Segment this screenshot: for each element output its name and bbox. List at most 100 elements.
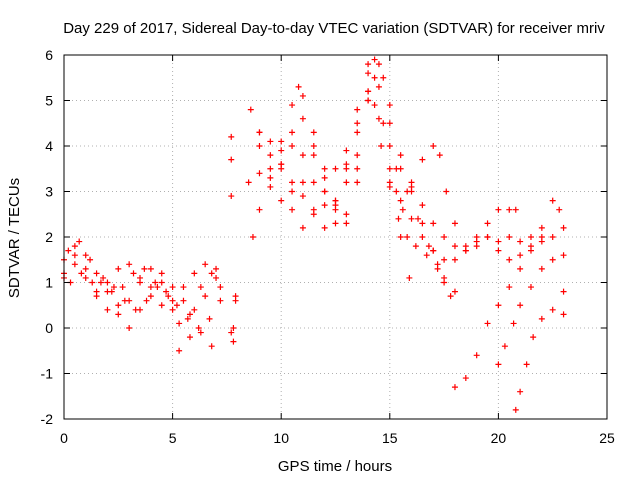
data-point <box>560 311 567 318</box>
data-point <box>249 234 256 240</box>
data-point <box>506 256 513 263</box>
data-point <box>343 179 350 186</box>
data-point <box>158 270 165 277</box>
axis-ticks <box>63 54 608 420</box>
data-point <box>78 270 85 277</box>
data-point <box>495 206 502 213</box>
data-point <box>267 152 274 159</box>
data-point <box>147 293 154 300</box>
data-point <box>512 206 519 213</box>
data-point <box>371 74 378 81</box>
data-point <box>115 265 122 272</box>
data-point <box>462 375 469 382</box>
data-point <box>375 61 382 68</box>
series-3 <box>61 252 215 354</box>
data-point <box>343 220 350 227</box>
data-point <box>299 224 306 231</box>
data-point <box>202 293 209 300</box>
x-tick-label: 15 <box>382 430 398 446</box>
y-tick-label: 3 <box>45 184 53 200</box>
data-point <box>299 193 306 200</box>
data-point <box>278 138 285 145</box>
data-point <box>321 224 328 231</box>
data-point <box>158 279 165 286</box>
data-point <box>386 143 393 149</box>
data-point <box>299 152 306 159</box>
data-point <box>119 284 126 291</box>
data-point <box>423 252 430 259</box>
data-point <box>195 325 202 331</box>
data-point <box>441 234 448 240</box>
data-point <box>527 234 534 240</box>
data-point <box>484 220 491 227</box>
data-point <box>538 265 545 272</box>
data-point <box>115 311 122 318</box>
data-point <box>380 120 387 127</box>
data-point <box>441 256 448 263</box>
data-point <box>202 261 209 268</box>
data-point <box>365 61 372 68</box>
data-point <box>310 152 317 159</box>
data-point <box>115 302 122 309</box>
data-point <box>321 202 328 209</box>
data-point <box>517 388 524 395</box>
y-tick-label: 4 <box>45 138 53 154</box>
data-point <box>197 284 204 291</box>
data-point <box>412 243 419 250</box>
data-point <box>354 120 361 127</box>
data-point <box>289 143 296 149</box>
data-point <box>380 74 387 81</box>
data-point <box>365 70 372 77</box>
data-point <box>397 152 404 159</box>
data-point <box>176 347 183 354</box>
data-point <box>245 179 252 186</box>
data-point <box>484 320 491 327</box>
data-point <box>289 179 296 186</box>
data-point <box>184 315 191 322</box>
data-point <box>527 284 534 291</box>
data-point <box>121 297 128 304</box>
data-point <box>538 224 545 231</box>
data-point <box>289 102 296 109</box>
data-point <box>495 247 502 254</box>
y-tick-label: -1 <box>41 366 54 382</box>
data-point <box>419 220 426 227</box>
data-point <box>110 284 117 291</box>
data-point <box>206 315 213 322</box>
data-point <box>310 143 317 149</box>
grid-lines <box>64 55 607 419</box>
data-point <box>213 265 220 272</box>
data-point <box>419 156 426 163</box>
data-point <box>430 247 437 254</box>
data-point <box>451 288 458 295</box>
data-point <box>512 406 519 413</box>
data-point <box>506 234 513 240</box>
data-point <box>295 83 302 90</box>
data-point <box>180 297 187 304</box>
data-point <box>256 206 263 213</box>
data-point <box>152 279 159 286</box>
data-point <box>397 234 404 240</box>
data-point <box>186 334 193 341</box>
data-point <box>126 325 133 331</box>
data-point <box>191 306 198 313</box>
data-point <box>371 102 378 109</box>
x-axis-label: GPS time / hours <box>278 458 392 475</box>
y-tick-label: -2 <box>41 411 54 427</box>
data-point <box>173 302 180 309</box>
data-point <box>436 152 443 159</box>
data-point <box>430 143 437 149</box>
y-tick-label: 0 <box>45 320 53 336</box>
data-point <box>495 361 502 368</box>
series-2 <box>61 261 220 309</box>
data-point <box>430 220 437 227</box>
data-point <box>267 174 274 181</box>
data-point <box>321 165 328 172</box>
y-tick-label: 1 <box>45 275 53 291</box>
data-point <box>230 325 237 331</box>
x-tick-label: 25 <box>599 430 615 446</box>
x-tick-label: 5 <box>169 430 177 446</box>
data-point <box>191 270 198 277</box>
